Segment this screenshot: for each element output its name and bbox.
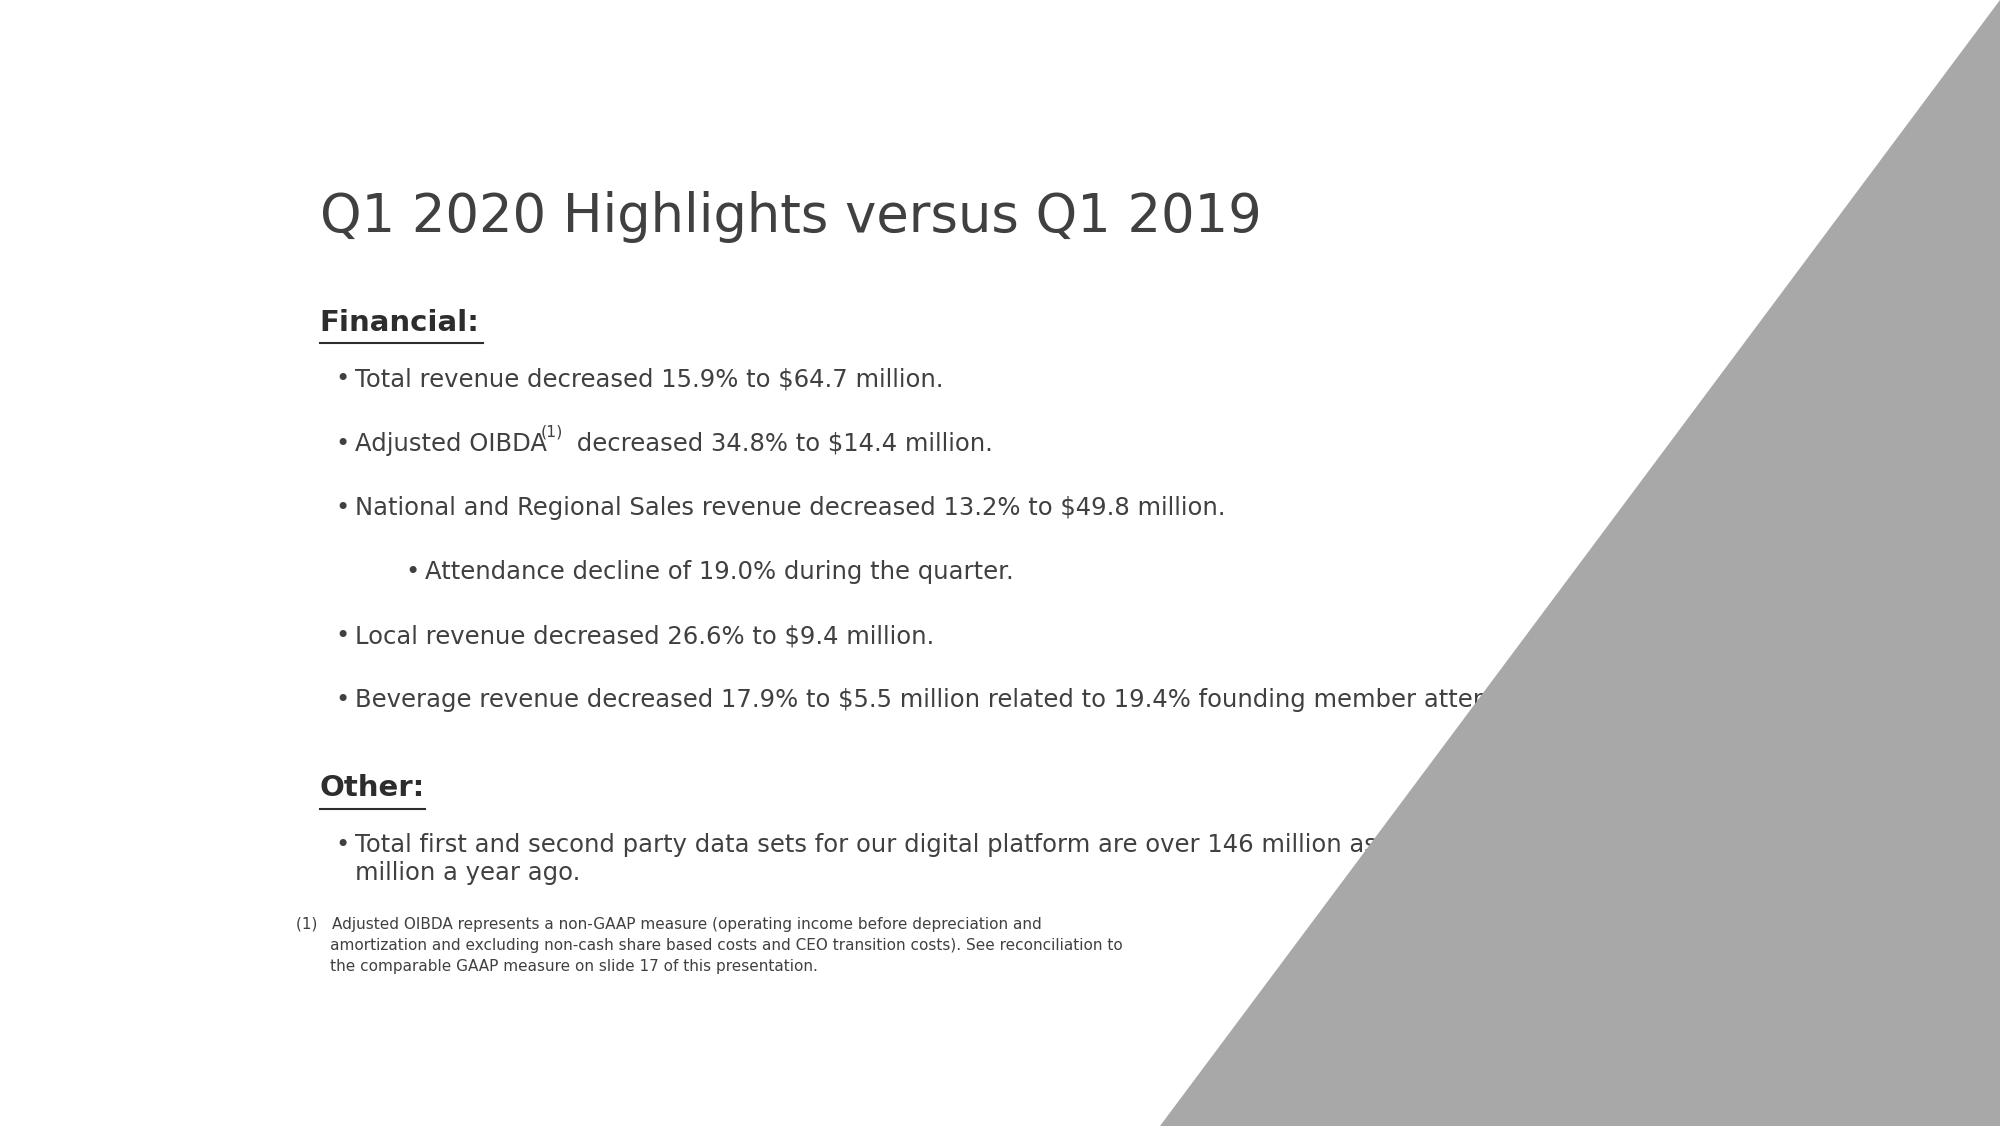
Text: •: • (336, 495, 350, 520)
Text: •: • (336, 431, 350, 456)
Text: •: • (336, 367, 350, 392)
Text: •: • (404, 560, 420, 584)
Text: Other:: Other: (320, 774, 424, 802)
Text: National and Regional Sales revenue decreased 13.2% to $49.8 million.: National and Regional Sales revenue decr… (356, 495, 1226, 520)
Text: Beverage revenue decreased 17.9% to $5.5 million related to 19.4% founding membe: Beverage revenue decreased 17.9% to $5.5… (356, 688, 1666, 713)
Text: Adjusted OIBDA: Adjusted OIBDA (356, 431, 548, 456)
Text: Financial:: Financial: (320, 309, 480, 337)
Text: •: • (336, 688, 350, 713)
Text: NCM: NCM (1644, 902, 1850, 981)
Text: decreased 34.8% to $14.4 million.: decreased 34.8% to $14.4 million. (568, 431, 992, 456)
Text: Total first and second party data sets for our digital platform are over 146 mil: Total first and second party data sets f… (356, 833, 1756, 885)
Text: •: • (336, 624, 350, 649)
Text: 6: 6 (1758, 977, 1766, 992)
Text: Q1 2020 Highlights versus Q1 2019: Q1 2020 Highlights versus Q1 2019 (320, 191, 1262, 243)
Text: (1): (1) (540, 425, 564, 440)
Text: •: • (336, 833, 350, 857)
Text: Local revenue decreased 26.6% to $9.4 million.: Local revenue decreased 26.6% to $9.4 mi… (356, 624, 934, 649)
Text: NATIONAL CINEMEDIA: NATIONAL CINEMEDIA (1660, 1024, 1836, 1039)
Text: (1)   Adjusted OIBDA represents a non-GAAP measure (operating income before depr: (1) Adjusted OIBDA represents a non-GAAP… (296, 918, 1124, 974)
Polygon shape (1478, 905, 1584, 973)
Text: Total revenue decreased 15.9% to $64.7 million.: Total revenue decreased 15.9% to $64.7 m… (356, 367, 944, 392)
Text: Attendance decline of 19.0% during the quarter.: Attendance decline of 19.0% during the q… (426, 560, 1014, 584)
